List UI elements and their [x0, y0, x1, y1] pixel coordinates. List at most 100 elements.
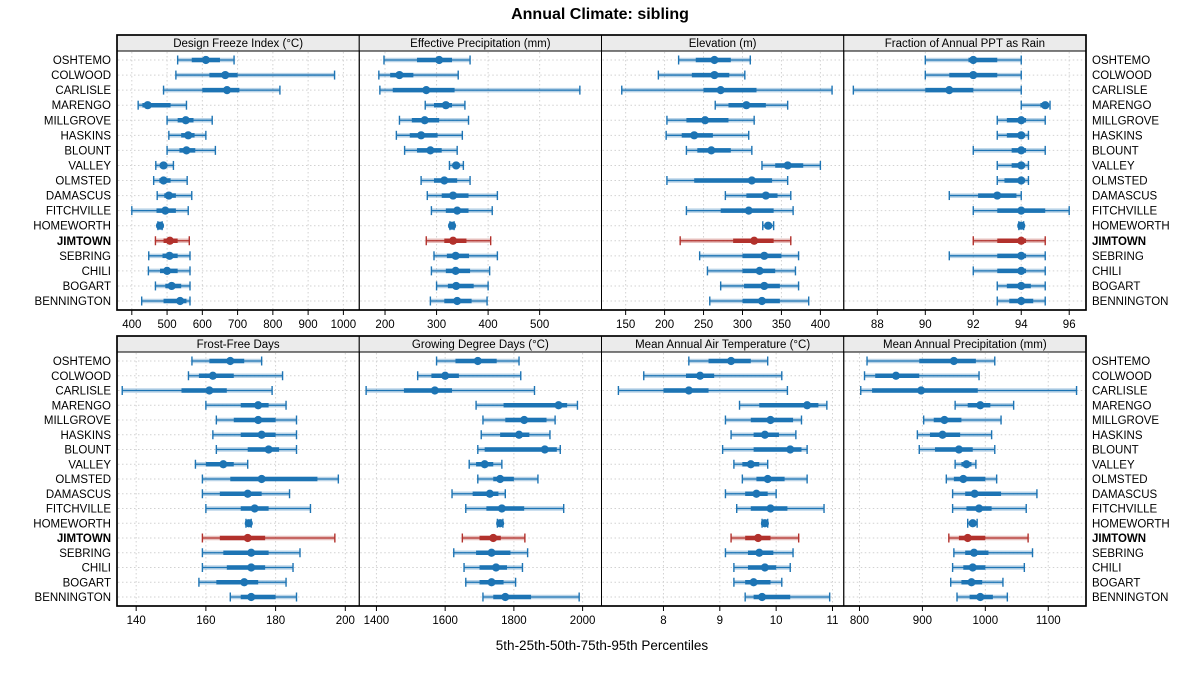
median-dot	[690, 131, 699, 140]
median-dot	[426, 146, 435, 155]
median-dot	[247, 548, 256, 557]
percentile-row	[378, 70, 459, 80]
percentile-row	[714, 100, 789, 110]
percentile-row	[229, 592, 298, 602]
row-label-left: OLMSTED	[55, 474, 111, 486]
median-dot	[760, 281, 769, 291]
percentile-row	[448, 160, 465, 170]
percentile-row	[945, 474, 998, 484]
panel-strip-title: Design Freeze Index (°C)	[173, 38, 303, 50]
median-dot	[1041, 101, 1050, 110]
row-label-right: MARENGO	[1092, 400, 1151, 412]
percentile-row	[744, 592, 831, 602]
percentile-row	[365, 386, 536, 395]
median-dot	[485, 489, 494, 498]
median-dot	[540, 445, 549, 454]
row-label-right: CARLISLE	[1092, 386, 1148, 398]
panel-mean-annual-precipitation-mm: Mean Annual Precipitation (mm) 800 900 1000…	[843, 335, 1087, 627]
percentile-row	[948, 191, 1022, 201]
row-label-right: MILLGROVE	[1092, 115, 1159, 127]
x-tick-label: 400	[479, 319, 498, 331]
median-dot	[1017, 131, 1026, 140]
x-tick-label: 92	[967, 319, 980, 331]
percentile-row	[420, 176, 471, 185]
percentile-row	[162, 85, 281, 95]
row-label-right: BENNINGTON	[1092, 296, 1168, 308]
median-dot	[750, 236, 759, 245]
median-dot	[181, 116, 190, 125]
row-label-left: HOMEWORTH	[33, 518, 111, 530]
median-dot	[940, 415, 949, 425]
percentile-row	[205, 400, 287, 410]
median-dot	[247, 563, 256, 572]
median-dot	[710, 70, 719, 80]
median-dot	[219, 460, 228, 469]
median-dot	[257, 474, 266, 484]
row-label-left: JIMTOWN	[57, 236, 111, 248]
median-dot	[164, 191, 173, 200]
x-tick-label: 140	[127, 615, 146, 627]
percentile-row	[996, 160, 1030, 170]
percentile-row	[194, 459, 249, 469]
percentile-row	[425, 236, 492, 246]
percentile-row	[201, 489, 291, 499]
x-tick-label: 250	[694, 319, 713, 331]
percentile-row	[924, 70, 1022, 80]
percentile-row	[166, 115, 213, 125]
median-dot	[430, 386, 439, 395]
percentile-row	[461, 533, 526, 543]
median-dot	[746, 460, 755, 469]
row-label-right: BOGART	[1092, 281, 1140, 293]
percentile-row	[175, 70, 336, 80]
panel-fraction-of-annual-ppt-as-rain: Fraction of Annual PPT as Rain 88 90 92 94 96	[843, 34, 1087, 331]
median-dot	[243, 533, 252, 543]
median-dot	[917, 386, 926, 395]
x-tick-label: 9	[717, 615, 723, 627]
percentile-row	[403, 145, 458, 155]
percentile-row	[447, 221, 457, 231]
percentile-row	[482, 415, 556, 425]
percentile-row	[666, 115, 755, 125]
row-label-right: VALLEY	[1092, 160, 1135, 172]
percentile-row	[154, 281, 191, 291]
percentile-row	[733, 577, 783, 587]
row-label-right: SEBRING	[1092, 548, 1144, 560]
percentile-row	[706, 266, 797, 276]
median-dot	[968, 563, 977, 572]
row-label-left: BENNINGTON	[35, 592, 111, 604]
percentile-row	[424, 100, 466, 110]
median-dot	[742, 101, 751, 110]
median-dot	[700, 116, 710, 125]
median-dot	[496, 519, 505, 528]
percentile-row	[201, 548, 301, 558]
percentile-row	[736, 504, 825, 513]
median-dot	[440, 176, 449, 185]
row-label-left: CARLISLE	[55, 85, 111, 97]
x-tick-label: 200	[655, 319, 674, 331]
median-dot	[159, 161, 168, 170]
percentile-row	[996, 115, 1046, 125]
page-title: Annual Climate: sibling	[511, 6, 689, 23]
percentile-row	[383, 55, 471, 65]
median-dot	[970, 489, 979, 498]
percentile-row	[379, 85, 581, 95]
median-dot	[435, 55, 444, 65]
x-tick-label: 160	[196, 615, 215, 627]
median-dot	[786, 445, 795, 454]
row-label-left: CHILI	[82, 266, 111, 278]
percentile-row	[205, 504, 312, 513]
median-dot	[487, 578, 496, 587]
percentile-row	[131, 206, 189, 216]
median-dot	[755, 266, 764, 275]
row-label-right: JIMTOWN	[1092, 236, 1146, 248]
row-label-left: BENNINGTON	[35, 296, 111, 308]
median-dot	[974, 504, 984, 513]
percentile-row	[666, 176, 789, 185]
median-dot	[165, 251, 174, 260]
percentile-row	[430, 206, 493, 216]
median-dot	[766, 504, 775, 513]
percentile-row	[996, 176, 1030, 185]
row-label-right: BOGART	[1092, 577, 1140, 589]
row-label-left: SEBRING	[59, 548, 111, 560]
panel-effective-precipitation-mm: Effective Precipitation (mm) 200 300 400 500	[358, 34, 602, 331]
